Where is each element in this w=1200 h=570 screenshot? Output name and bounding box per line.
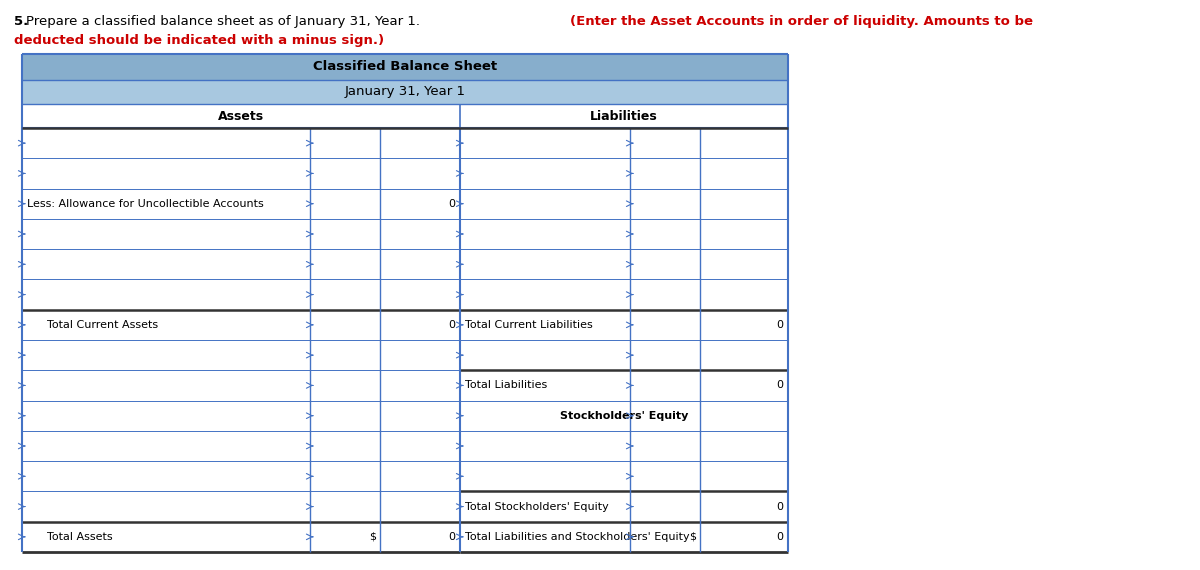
Bar	[22, 279, 460, 310]
Bar	[22, 54, 788, 80]
Bar	[460, 219, 788, 249]
Text: Classified Balance Sheet: Classified Balance Sheet	[313, 60, 497, 74]
Text: deducted should be indicated with a minus sign.): deducted should be indicated with a minu…	[14, 34, 384, 47]
Text: $: $	[370, 532, 376, 542]
Text: Less: Allowance for Uncollectible Accounts: Less: Allowance for Uncollectible Accoun…	[28, 199, 264, 209]
Bar	[460, 461, 788, 491]
Text: Stockholders' Equity: Stockholders' Equity	[560, 411, 688, 421]
Bar	[460, 310, 788, 340]
Bar	[460, 279, 788, 310]
Bar	[22, 158, 460, 189]
Bar	[460, 189, 788, 219]
Text: Total Stockholders' Equity: Total Stockholders' Equity	[466, 502, 608, 511]
Bar	[460, 158, 788, 189]
Bar	[22, 128, 460, 158]
Bar	[22, 219, 460, 249]
Bar	[460, 401, 788, 431]
Text: 5.: 5.	[14, 15, 29, 28]
Text: $: $	[689, 532, 696, 542]
Text: Total Assets: Total Assets	[47, 532, 113, 542]
Text: 0: 0	[448, 320, 455, 330]
Bar	[460, 128, 788, 158]
Bar	[22, 80, 788, 104]
Bar	[460, 431, 788, 461]
Text: 0: 0	[448, 199, 455, 209]
Bar	[22, 340, 460, 370]
Text: 0: 0	[776, 380, 784, 390]
Bar	[460, 491, 788, 522]
Bar	[22, 104, 788, 128]
Text: January 31, Year 1: January 31, Year 1	[344, 86, 466, 99]
Text: Total Current Liabilities: Total Current Liabilities	[466, 320, 593, 330]
Text: 0: 0	[776, 320, 784, 330]
Text: Total Liabilities and Stockholders' Equity: Total Liabilities and Stockholders' Equi…	[466, 532, 690, 542]
Bar	[22, 491, 460, 522]
Bar	[22, 249, 460, 279]
Text: 0: 0	[776, 502, 784, 511]
Bar	[22, 310, 460, 340]
Text: Total Liabilities: Total Liabilities	[466, 380, 547, 390]
Text: Prepare a classified balance sheet as of January 31, Year 1.: Prepare a classified balance sheet as of…	[26, 15, 420, 28]
Bar	[22, 189, 460, 219]
Text: Total Current Assets: Total Current Assets	[47, 320, 158, 330]
Bar	[460, 340, 788, 370]
Bar	[22, 461, 460, 491]
Text: 0: 0	[776, 532, 784, 542]
Bar	[460, 249, 788, 279]
Text: 0: 0	[448, 532, 455, 542]
Text: Liabilities: Liabilities	[590, 109, 658, 123]
Text: Assets: Assets	[218, 109, 264, 123]
Bar	[460, 522, 788, 552]
Bar	[22, 431, 460, 461]
Bar	[460, 370, 788, 401]
Text: (Enter the Asset Accounts in order of liquidity. Amounts to be: (Enter the Asset Accounts in order of li…	[570, 15, 1033, 28]
Bar	[22, 401, 460, 431]
Bar	[22, 522, 460, 552]
Bar	[22, 370, 460, 401]
